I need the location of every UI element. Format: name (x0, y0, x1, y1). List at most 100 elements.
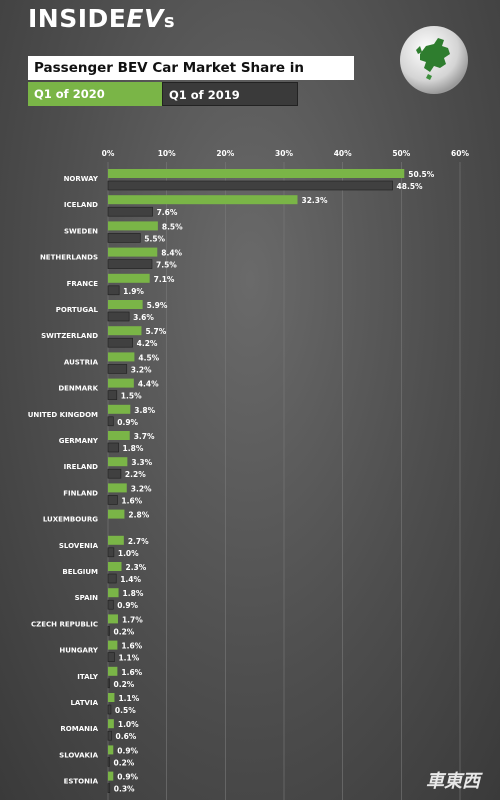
value-label-q1-2020: 1.6% (121, 668, 142, 677)
bar-q1-2020 (108, 300, 143, 309)
bar-q1-2020 (108, 352, 135, 362)
bar-q1-2019 (107, 547, 115, 558)
value-label-q1-2019: 3.6% (133, 313, 154, 322)
value-label-q1-2019: 0.2% (114, 627, 135, 636)
bar-q1-2019 (107, 757, 110, 767)
gridlines (107, 162, 461, 800)
bar-q1-2020 (108, 535, 124, 545)
bar-q1-2020 (108, 195, 298, 205)
category-label: PORTUGAL (56, 306, 99, 314)
value-label-q1-2019: 7.6% (157, 208, 178, 217)
value-label-q1-2020: 4.4% (138, 380, 159, 389)
value-label-q1-2020: 0.9% (117, 773, 138, 782)
value-label-q1-2020: 2.7% (128, 537, 149, 546)
legend-q1-2020: Q1 of 2020 (28, 82, 162, 106)
value-label-q1-2020: 2.3% (125, 563, 146, 572)
category-label: ITALY (77, 673, 99, 681)
bar-q1-2020 (108, 457, 128, 467)
bar-q1-2020 (108, 693, 115, 702)
value-label-q1-2019: 1.4% (120, 575, 141, 584)
bar-q1-2020 (108, 562, 122, 571)
value-label-q1-2019: 1.8% (123, 444, 144, 453)
value-label-q1-2019: 1.1% (118, 654, 139, 663)
category-labels: NORWAY ICELAND SWEDEN NETHERLANDS FRANCE PORT… (28, 175, 99, 786)
value-label-q1-2020: 3.3% (131, 458, 152, 467)
value-label-q1-2020: 1.7% (122, 615, 143, 624)
watermark-logo: 車東西 (426, 771, 480, 792)
bar-q1-2020 (108, 509, 125, 519)
value-label-q1-2020: 1.8% (123, 589, 144, 598)
category-label: DENMARK (58, 385, 98, 393)
value-label-q1-2019: 1.5% (121, 392, 142, 401)
logo-main: INSIDE (28, 4, 127, 33)
value-label-q1-2020: 2.8% (128, 511, 149, 520)
bar-q1-2019 (107, 626, 110, 636)
bar-q1-2019 (107, 704, 112, 715)
category-label: UNITED KINGDOM (28, 411, 98, 419)
category-label: ESTONIA (64, 778, 99, 786)
bar-q1-2020 (108, 666, 118, 676)
bar-q1-2020 (108, 273, 150, 283)
bar-q1-2020 (108, 614, 118, 624)
value-label-q1-2019: 3.2% (131, 365, 152, 374)
x-tick-label: 40% (334, 149, 352, 158)
value-label-q1-2019: 0.2% (114, 758, 135, 767)
x-tick-label: 10% (158, 149, 176, 158)
bar-q1-2020 (108, 588, 119, 598)
category-label: SLOVENIA (59, 542, 99, 550)
category-label: ROMANIA (60, 725, 98, 733)
value-label-q1-2020: 1.1% (118, 694, 139, 703)
category-label: ICELAND (64, 201, 98, 209)
value-label-q1-2020: 1.0% (118, 720, 139, 729)
value-label-q1-2019: 1.6% (121, 496, 142, 505)
bar-q1-2019 (107, 259, 153, 269)
bar-q1-2020 (108, 404, 131, 414)
value-label-q1-2019: 48.5% (397, 182, 424, 191)
value-label-q1-2019: 7.5% (156, 261, 177, 270)
logo-ev: EV (126, 4, 164, 33)
value-label-q1-2020: 0.9% (117, 746, 138, 755)
bar-q1-2019 (107, 652, 115, 662)
x-tick-label: 20% (216, 149, 234, 158)
value-label-q1-2019: 1.0% (118, 549, 139, 558)
category-label: SWITZERLAND (41, 332, 98, 340)
bar-q1-2019 (107, 337, 133, 348)
x-tick-label: 50% (392, 149, 410, 158)
x-tick-label: 0% (102, 149, 115, 158)
value-label-q1-2019: 0.9% (117, 418, 138, 427)
legend-q1-2019: Q1 of 2019 (162, 82, 298, 106)
category-label: NORWAY (64, 175, 99, 183)
bar-q1-2020 (108, 745, 114, 755)
value-label-q1-2020: 8.4% (161, 249, 182, 258)
bar-q1-2019 (107, 416, 114, 427)
value-label-q1-2019: 0.2% (114, 680, 135, 689)
category-label: LATVIA (70, 699, 98, 707)
category-label: HUNGARY (59, 647, 99, 655)
bar-q1-2019 (107, 206, 153, 217)
value-label-q1-2020: 8.5% (162, 222, 183, 231)
bar-q1-2019 (107, 390, 118, 400)
bar-q1-2019 (107, 783, 111, 793)
value-label-q1-2020: 5.9% (147, 301, 168, 310)
bar-q1-2019 (107, 468, 122, 479)
value-label-q1-2020: 32.3% (301, 196, 328, 205)
category-label: IRELAND (64, 463, 99, 471)
value-label-q1-2019: 0.3% (114, 785, 135, 794)
bar-q1-2019 (107, 495, 118, 505)
value-label-q1-2020: 5.7% (145, 327, 166, 336)
bar-q1-2020 (108, 247, 158, 257)
bar-q1-2019 (107, 599, 114, 610)
bar-q1-2019 (107, 573, 117, 584)
bar-q1-2020 (108, 378, 134, 388)
x-axis-ticks: 0% 10% 20% 30% 40% 50% 60% (102, 149, 470, 158)
value-label-q1-2019: 0.6% (116, 732, 137, 741)
category-label: BELGIUM (62, 568, 98, 576)
category-label: GERMANY (59, 437, 99, 445)
bar-q1-2019 (107, 730, 112, 741)
category-label: NETHERLANDS (40, 254, 98, 262)
value-label-q1-2019: 0.9% (117, 601, 138, 610)
bar-q1-2020 (108, 771, 114, 781)
bar-q1-2019 (107, 233, 141, 243)
logo-s: s (163, 11, 176, 32)
value-labels: 50.5% 48.5% 32.3% 7.6% 8.5% 5.5% 8.4% 7.5% 7.1% 1… (114, 170, 435, 794)
